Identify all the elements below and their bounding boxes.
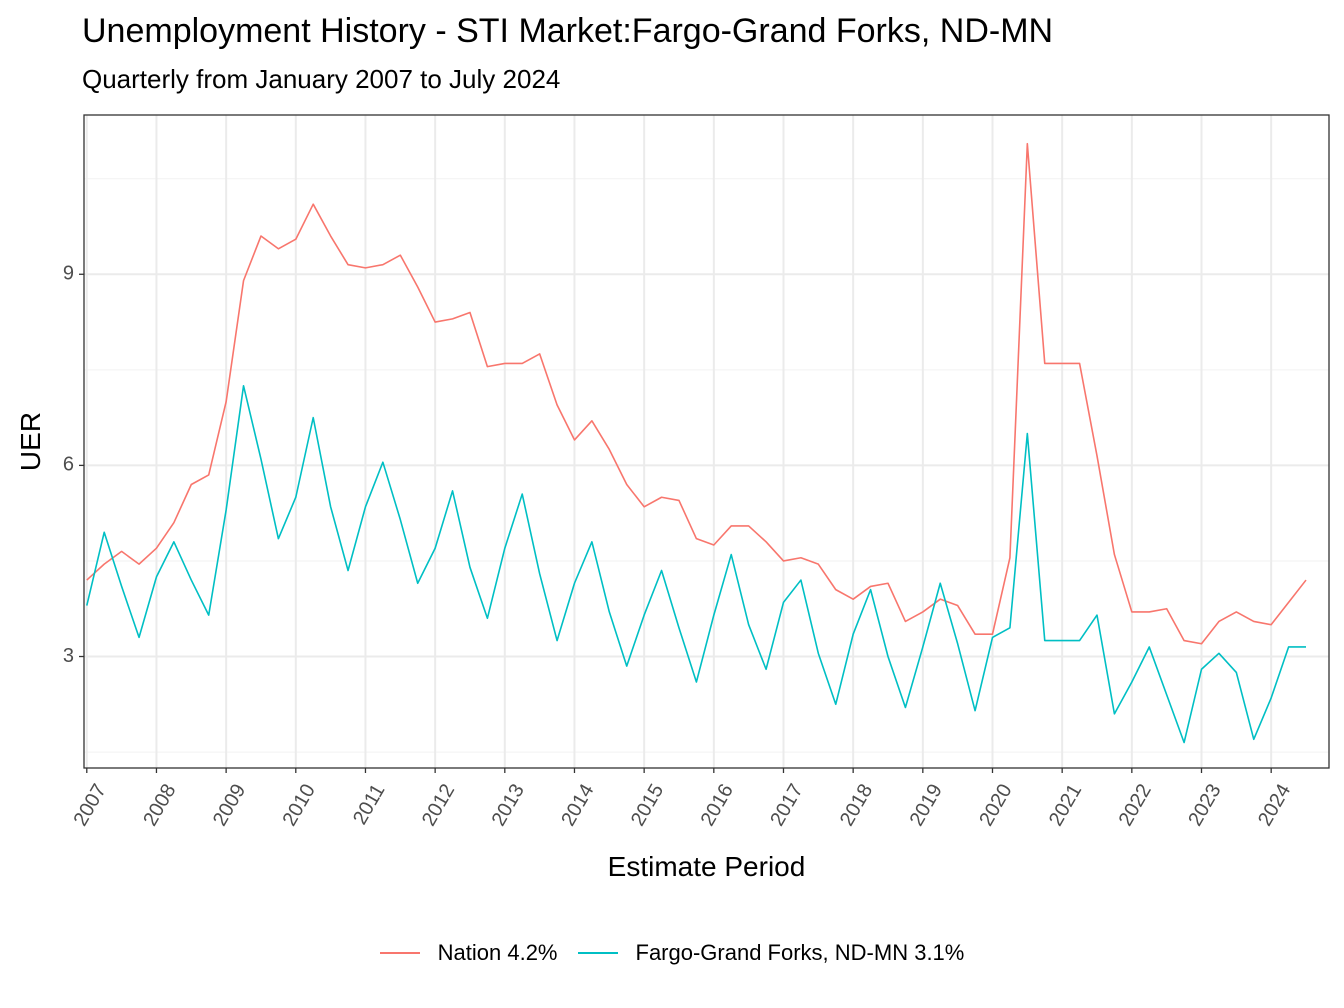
x-tick-label: 2007 (70, 780, 111, 830)
x-axis-ticks: 2007 2008 2009 2010 2011 2012 2013 2014 2015 2016… (70, 768, 1295, 830)
legend-swatch-nation (379, 952, 420, 954)
x-tick-label: 2023 (1184, 780, 1225, 830)
chart-title: Unemployment History - STI Market:Fargo-… (82, 12, 1054, 50)
x-tick-label: 2016 (697, 780, 738, 830)
x-tick-label: 2019 (906, 780, 947, 830)
x-tick-label: 2010 (279, 780, 320, 830)
plot-panel-border (83, 114, 1330, 769)
x-tick-label: 2011 (349, 780, 390, 828)
x-tick-label: 2012 (418, 780, 459, 830)
series-line-nation (86, 142, 1307, 645)
legend: Nation 4.2% Fargo-Grand Forks, ND-MN 3.1… (0, 940, 1344, 966)
x-tick-label: 2015 (627, 780, 668, 830)
series-line-fargo (86, 384, 1307, 744)
legend-swatch-fargo (577, 952, 618, 954)
legend-item-nation: Nation 4.2% (379, 940, 558, 966)
x-tick-label: 2022 (1115, 780, 1156, 830)
y-axis-title: UER (15, 412, 46, 471)
line-chart: 3 6 9 2007 2008 2009 2010 2011 2012 2013 2014 2015… (15, 114, 1330, 882)
minor-gridlines (84, 178, 1329, 753)
x-tick-label: 2008 (139, 780, 180, 830)
legend-label-fargo: Fargo-Grand Forks, ND-MN 3.1% (635, 940, 965, 965)
x-tick-label: 2024 (1254, 780, 1295, 830)
x-tick-label: 2018 (836, 780, 877, 830)
y-axis-ticks: 3 6 9 (63, 263, 84, 667)
legend-label-nation: Nation 4.2% (437, 940, 558, 965)
major-gridlines (84, 115, 1329, 768)
x-tick-label: 2014 (557, 780, 598, 830)
x-tick-label: 2013 (488, 780, 529, 830)
x-tick-label: 2017 (766, 780, 807, 830)
x-tick-label: 2021 (1045, 780, 1086, 830)
x-axis-title: Estimate Period (608, 851, 806, 882)
y-tick-label: 9 (63, 263, 74, 285)
legend-item-fargo: Fargo-Grand Forks, ND-MN 3.1% (577, 940, 965, 966)
x-tick-label: 2009 (209, 780, 250, 830)
y-tick-label: 3 (63, 645, 74, 667)
chart-subtitle: Quarterly from January 2007 to July 2024 (82, 64, 561, 94)
series-lines (86, 142, 1307, 744)
x-tick-label: 2020 (975, 780, 1016, 830)
y-tick-label: 6 (63, 454, 74, 476)
